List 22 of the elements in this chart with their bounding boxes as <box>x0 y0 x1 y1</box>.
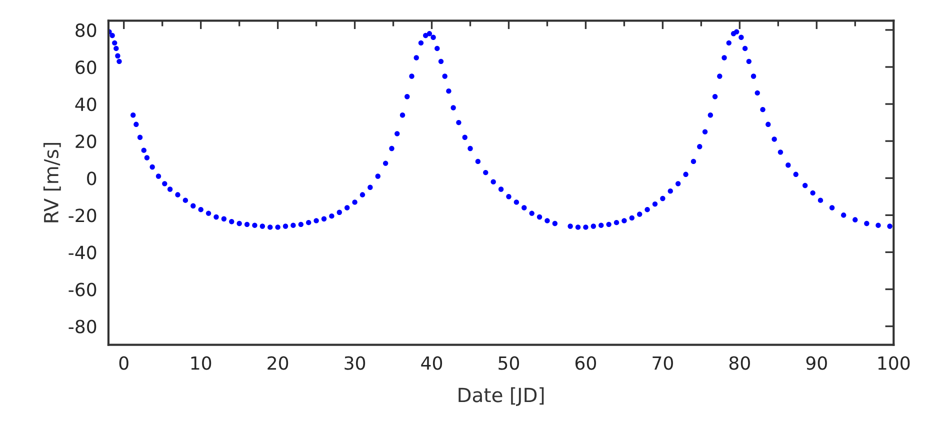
x-axis-title: Date [JD] <box>458 387 544 406</box>
x-tick-label: 100 <box>878 356 910 370</box>
y-axis-title: RV [m/s] <box>43 143 61 222</box>
x-tick-label: 30 <box>344 356 366 370</box>
x-tick-label: 50 <box>498 356 520 370</box>
y-tick-label: -40 <box>68 246 96 260</box>
x-tick-label: 70 <box>652 356 673 370</box>
x-tick-label: 80 <box>729 356 750 370</box>
x-tick-label: 20 <box>268 356 288 370</box>
y-tick-label: -60 <box>68 282 96 296</box>
x-tick-label: 0 <box>119 356 128 370</box>
y-tick-label: 40 <box>75 97 96 112</box>
x-tick-label: 40 <box>421 356 442 370</box>
y-tick-label: -20 <box>68 208 96 222</box>
y-tick-label: 80 <box>76 23 96 38</box>
y-tick-label: 60 <box>76 60 96 74</box>
x-tick-label: 60 <box>575 356 596 370</box>
y-tick-label: -80 <box>68 320 96 334</box>
y-tick-label: 0 <box>87 172 96 186</box>
x-tick-label: 90 <box>806 356 827 370</box>
y-tick-label: 20 <box>76 134 96 148</box>
x-tick-label: 10 <box>191 356 212 370</box>
